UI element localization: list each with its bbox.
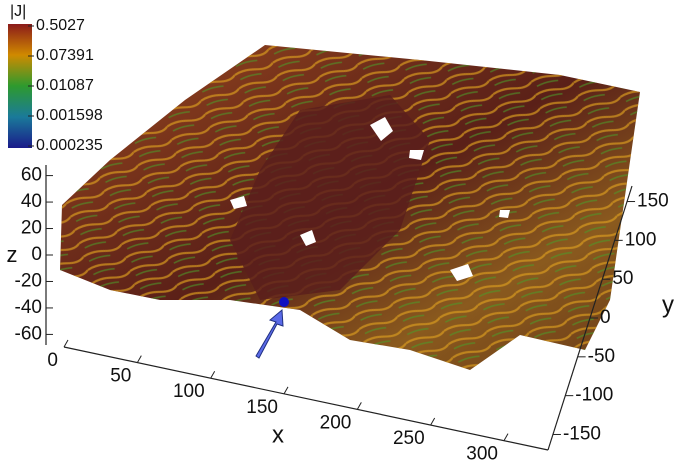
z-tick-label: -60 xyxy=(15,323,42,344)
y-tick-label: -150 xyxy=(563,423,601,444)
y-tick-label: -50 xyxy=(588,346,615,367)
z-tick-label: 0 xyxy=(31,244,42,265)
y-tick-label: 100 xyxy=(625,229,657,250)
colorbar-tick-label: 0.5027 xyxy=(36,17,85,34)
colorbar-tick-label: 0.000235 xyxy=(36,137,103,154)
x-axis xyxy=(63,346,549,451)
colorbar-tick-label: 0.07391 xyxy=(36,47,94,64)
z-axis-label: z xyxy=(7,242,18,267)
x-tick xyxy=(356,402,362,410)
colorbar-tick-label: 0.01087 xyxy=(36,77,94,94)
volume-surface xyxy=(60,45,640,370)
marker xyxy=(255,297,289,359)
x-tick xyxy=(63,339,69,348)
x-tick-label: 100 xyxy=(173,381,205,402)
z-tick-label: 60 xyxy=(21,165,42,186)
x-axis-label: x xyxy=(272,421,284,448)
x-tick xyxy=(430,417,436,426)
z-tick-label: -40 xyxy=(15,297,42,318)
x-tick xyxy=(210,370,216,379)
x-tick-label: 300 xyxy=(466,444,498,465)
y-tick-label: 150 xyxy=(637,191,669,212)
x-tick xyxy=(503,433,509,441)
z-tick-label: 40 xyxy=(21,191,42,212)
y-tick-label: -100 xyxy=(575,385,613,406)
x-tick-label: 200 xyxy=(320,412,352,433)
x-tick-label: 150 xyxy=(246,397,278,418)
colorbar-title: |J| xyxy=(10,3,26,20)
y-axis-label: y xyxy=(662,291,674,318)
z-tick-label: 20 xyxy=(21,218,42,239)
y-tick-label: 50 xyxy=(612,268,633,289)
x-tick xyxy=(136,355,142,363)
colorbar-tick-label: 0.001598 xyxy=(36,107,103,124)
x-tick-label: 50 xyxy=(110,366,131,387)
y-tick-label: 0 xyxy=(600,307,611,328)
x-tick-label: 0 xyxy=(47,350,58,371)
x-tick xyxy=(283,386,289,395)
x-tick-label: 250 xyxy=(393,428,425,449)
z-tick-label: -20 xyxy=(15,270,42,291)
